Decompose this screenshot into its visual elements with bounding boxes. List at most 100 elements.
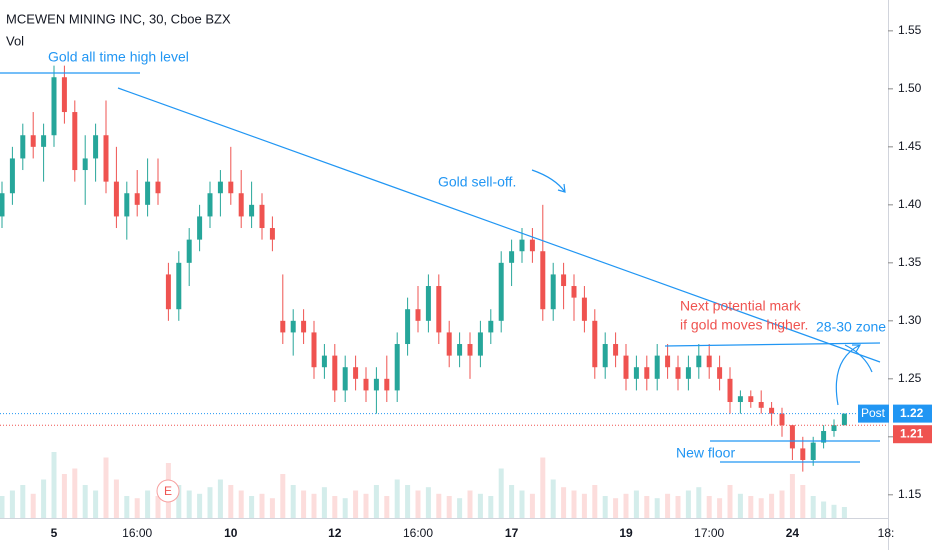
candle-body <box>789 425 795 449</box>
candle-body <box>72 112 78 171</box>
volume-bar <box>769 493 775 518</box>
candle-body <box>779 413 785 426</box>
volume-bar <box>529 493 535 518</box>
volume-bar <box>446 496 452 518</box>
volume-bar <box>758 498 764 518</box>
candle-body <box>602 344 608 368</box>
candle-body <box>321 355 327 368</box>
volume-bar <box>321 487 327 518</box>
x-tick-label: 17 <box>505 526 519 540</box>
candle-body <box>592 320 598 368</box>
volume-bar <box>509 485 515 518</box>
candle-body <box>488 320 494 333</box>
volume-bar <box>675 496 681 518</box>
volume-bar <box>249 496 255 518</box>
candle-body <box>727 378 733 403</box>
candle-body <box>519 239 525 252</box>
volume-bar <box>821 501 827 518</box>
chart-title: MCEWEN MINING INC, 30, Cboe BZX <box>6 11 231 26</box>
volume-bar <box>134 498 140 518</box>
x-tick-label: 10 <box>224 526 238 540</box>
earnings-label[interactable]: E <box>164 484 172 498</box>
volume-bar <box>737 493 743 518</box>
annotation: New floor <box>676 445 735 461</box>
candle-body <box>394 344 400 391</box>
candle-body <box>93 135 99 159</box>
candle-body <box>425 286 431 321</box>
volume-bar <box>519 490 525 518</box>
volume-bar <box>592 485 598 518</box>
volume-bar <box>207 487 213 518</box>
volume-bar <box>477 493 483 518</box>
candle-body <box>665 355 671 368</box>
candle-body <box>228 181 234 194</box>
candle-body <box>249 204 255 217</box>
close-price-label: 1.21 <box>900 426 924 440</box>
candle-body <box>623 355 629 379</box>
candle-body <box>165 274 171 310</box>
last-price-tag <box>893 404 932 423</box>
candle-body <box>477 332 483 356</box>
x-tick-label: 24 <box>786 526 800 540</box>
volume-bar <box>498 468 504 518</box>
volume-bar <box>789 474 795 518</box>
candle-body <box>384 378 390 391</box>
candle-body <box>581 297 587 321</box>
candle-body <box>176 262 182 310</box>
volume-bar <box>93 490 99 518</box>
zone-arrow <box>835 344 862 406</box>
volume-bar <box>623 493 629 518</box>
last-price-label: 1.22 <box>900 406 924 420</box>
volume-bar <box>342 498 348 518</box>
candle-body <box>436 286 442 333</box>
candle-body <box>290 320 296 333</box>
volume-bar <box>103 457 109 518</box>
volume-bar <box>20 485 26 518</box>
candle-body <box>529 239 535 252</box>
selloff-arrow <box>531 169 566 193</box>
volume-bar <box>613 498 619 518</box>
x-tick-label: 5 <box>51 526 58 540</box>
candle-body <box>748 396 754 403</box>
candle-body <box>654 355 660 379</box>
earnings-marker[interactable] <box>156 479 180 503</box>
volume-bar <box>800 485 806 518</box>
volume-bar <box>61 474 67 518</box>
volume-bar <box>113 479 119 518</box>
volume-bar <box>269 498 275 518</box>
candle-body <box>197 216 203 240</box>
volume-bar <box>155 496 161 518</box>
x-tick-label: 16:00 <box>122 526 152 540</box>
trend-line <box>117 87 881 363</box>
volume-bar <box>238 490 244 518</box>
candle-body <box>311 332 317 368</box>
volume-bar <box>280 474 286 518</box>
candle-body <box>696 355 702 368</box>
volume-bar <box>706 496 712 518</box>
volume-bar <box>644 496 650 518</box>
y-tick-label: 1.30 <box>898 313 922 327</box>
volume-bar <box>550 479 556 518</box>
volume-bar <box>436 493 442 518</box>
candle-body <box>415 309 421 321</box>
candle-body <box>124 193 130 217</box>
candle-body <box>810 442 816 461</box>
volume-bar <box>197 493 203 518</box>
candle-body <box>259 204 265 229</box>
candle-body <box>363 378 369 391</box>
candle-body <box>457 344 463 356</box>
candle-body <box>540 251 546 310</box>
candle-body <box>134 193 140 205</box>
candle-body <box>571 286 577 298</box>
candle-body <box>41 135 47 147</box>
volume-bar <box>727 485 733 518</box>
volume-bar <box>467 490 473 518</box>
candle-body <box>155 181 161 194</box>
volume-bar <box>633 490 639 518</box>
x-tick-label: 19 <box>619 526 633 540</box>
candle-body <box>498 262 504 321</box>
candle-body <box>706 355 712 368</box>
volume-bar <box>176 485 182 518</box>
volume-bar <box>561 487 567 518</box>
